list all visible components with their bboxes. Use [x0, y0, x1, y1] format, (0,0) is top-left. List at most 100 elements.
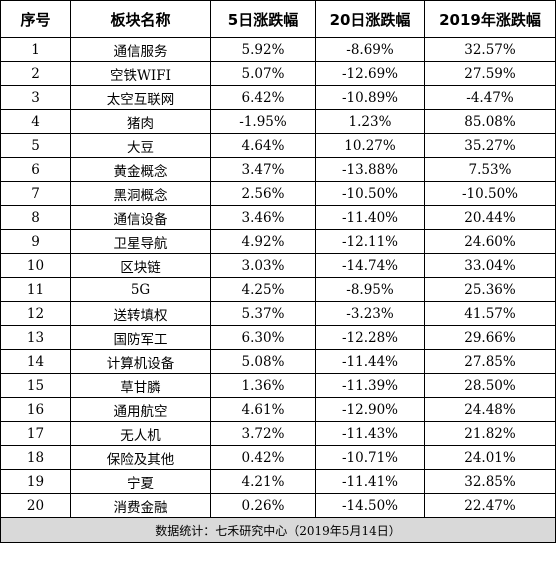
- table-row: 2 空铁WIFI 5.07% -12.69% 27.59%: [0, 61, 556, 86]
- change-2019: 41.57%: [424, 301, 556, 326]
- sector-name: 卫星导航: [70, 229, 211, 254]
- table-footer: 数据统计：七禾研究中心（2019年5月14日）: [0, 517, 556, 543]
- table-row: 3 太空互联网 6.42% -10.89% -4.47%: [0, 85, 556, 110]
- change-5day: 5.37%: [210, 301, 316, 326]
- table-row: 4 猪肉 -1.95% 1.23% 85.08%: [0, 109, 556, 134]
- row-index: 9: [0, 229, 71, 254]
- sector-name: 保险及其他: [70, 445, 211, 470]
- change-20day: -12.69%: [315, 61, 425, 86]
- table-row: 19 宁夏 4.21% -11.41% 32.85%: [0, 469, 556, 494]
- change-20day: -10.89%: [315, 85, 425, 110]
- change-20day: -3.23%: [315, 301, 425, 326]
- table-row: 17 无人机 3.72% -11.43% 21.82%: [0, 421, 556, 446]
- change-2019: 20.44%: [424, 205, 556, 230]
- table-row: 20 消费金融 0.26% -14.50% 22.47%: [0, 493, 556, 518]
- change-2019: 33.04%: [424, 253, 556, 278]
- change-2019: 24.48%: [424, 397, 556, 422]
- change-2019: -4.47%: [424, 85, 556, 110]
- change-20day: -14.50%: [315, 493, 425, 518]
- header-5day-change: 5日涨跌幅: [210, 0, 316, 38]
- row-index: 8: [0, 205, 71, 230]
- table-row: 10 区块链 3.03% -14.74% 33.04%: [0, 253, 556, 278]
- row-index: 17: [0, 421, 71, 446]
- change-5day: 1.36%: [210, 373, 316, 398]
- change-20day: -11.39%: [315, 373, 425, 398]
- sector-name: 太空互联网: [70, 85, 211, 110]
- change-5day: 6.30%: [210, 325, 316, 350]
- change-20day: -12.11%: [315, 229, 425, 254]
- table-row: 7 黑洞概念 2.56% -10.50% -10.50%: [0, 181, 556, 206]
- header-sector-name: 板块名称: [70, 0, 211, 38]
- sector-name: 猪肉: [70, 109, 211, 134]
- table-body: 1 通信服务 5.92% -8.69% 32.57% 2 空铁WIFI 5.07% -12.69…: [0, 37, 556, 518]
- sector-name: 送转填权: [70, 301, 211, 326]
- change-2019: 21.82%: [424, 421, 556, 446]
- row-index: 20: [0, 493, 71, 518]
- table-row: 16 通用航空 4.61% -12.90% 24.48%: [0, 397, 556, 422]
- change-20day: -8.95%: [315, 277, 425, 302]
- change-5day: -1.95%: [210, 109, 316, 134]
- sector-name: 大豆: [70, 133, 211, 158]
- change-20day: 10.27%: [315, 133, 425, 158]
- header-row: 序号 板块名称 5日涨跌幅 20日涨跌幅 2019年涨跌幅: [0, 0, 556, 38]
- sector-name: 草甘膦: [70, 373, 211, 398]
- change-20day: -10.50%: [315, 181, 425, 206]
- sector-name: 无人机: [70, 421, 211, 446]
- row-index: 12: [0, 301, 71, 326]
- change-2019: 28.50%: [424, 373, 556, 398]
- change-20day: 1.23%: [315, 109, 425, 134]
- sector-name: 通用航空: [70, 397, 211, 422]
- change-5day: 4.92%: [210, 229, 316, 254]
- change-5day: 3.47%: [210, 157, 316, 182]
- change-5day: 5.92%: [210, 37, 316, 62]
- sector-name: 宁夏: [70, 469, 211, 494]
- change-5day: 3.03%: [210, 253, 316, 278]
- sector-name: 通信服务: [70, 37, 211, 62]
- row-index: 15: [0, 373, 71, 398]
- sector-name: 消费金融: [70, 493, 211, 518]
- change-20day: -11.44%: [315, 349, 425, 374]
- change-5day: 4.61%: [210, 397, 316, 422]
- sector-name: 空铁WIFI: [70, 61, 211, 86]
- change-5day: 4.25%: [210, 277, 316, 302]
- footer-row: 数据统计：七禾研究中心（2019年5月14日）: [0, 517, 556, 543]
- sector-name: 计算机设备: [70, 349, 211, 374]
- table-row: 15 草甘膦 1.36% -11.39% 28.50%: [0, 373, 556, 398]
- change-2019: 29.66%: [424, 325, 556, 350]
- header-index: 序号: [0, 0, 71, 38]
- row-index: 4: [0, 109, 71, 134]
- change-2019: 32.57%: [424, 37, 556, 62]
- change-20day: -14.74%: [315, 253, 425, 278]
- change-2019: 32.85%: [424, 469, 556, 494]
- row-index: 3: [0, 85, 71, 110]
- table-row: 12 送转填权 5.37% -3.23% 41.57%: [0, 301, 556, 326]
- row-index: 10: [0, 253, 71, 278]
- row-index: 7: [0, 181, 71, 206]
- change-5day: 5.08%: [210, 349, 316, 374]
- change-20day: -11.41%: [315, 469, 425, 494]
- row-index: 5: [0, 133, 71, 158]
- change-2019: 24.01%: [424, 445, 556, 470]
- table-row: 18 保险及其他 0.42% -10.71% 24.01%: [0, 445, 556, 470]
- table-row: 14 计算机设备 5.08% -11.44% 27.85%: [0, 349, 556, 374]
- change-5day: 4.21%: [210, 469, 316, 494]
- sector-name: 区块链: [70, 253, 211, 278]
- change-20day: -8.69%: [315, 37, 425, 62]
- change-5day: 2.56%: [210, 181, 316, 206]
- table-row: 5 大豆 4.64% 10.27% 35.27%: [0, 133, 556, 158]
- sector-name: 国防军工: [70, 325, 211, 350]
- change-5day: 3.46%: [210, 205, 316, 230]
- table-row: 13 国防军工 6.30% -12.28% 29.66%: [0, 325, 556, 350]
- sector-name: 通信设备: [70, 205, 211, 230]
- change-2019: 24.60%: [424, 229, 556, 254]
- sector-performance-table: 序号 板块名称 5日涨跌幅 20日涨跌幅 2019年涨跌幅 1 通信服务 5.92%…: [0, 0, 556, 543]
- row-index: 2: [0, 61, 71, 86]
- change-2019: 35.27%: [424, 133, 556, 158]
- row-index: 18: [0, 445, 71, 470]
- row-index: 11: [0, 277, 71, 302]
- change-5day: 6.42%: [210, 85, 316, 110]
- change-20day: -11.43%: [315, 421, 425, 446]
- sector-name: 黑洞概念: [70, 181, 211, 206]
- change-20day: -12.90%: [315, 397, 425, 422]
